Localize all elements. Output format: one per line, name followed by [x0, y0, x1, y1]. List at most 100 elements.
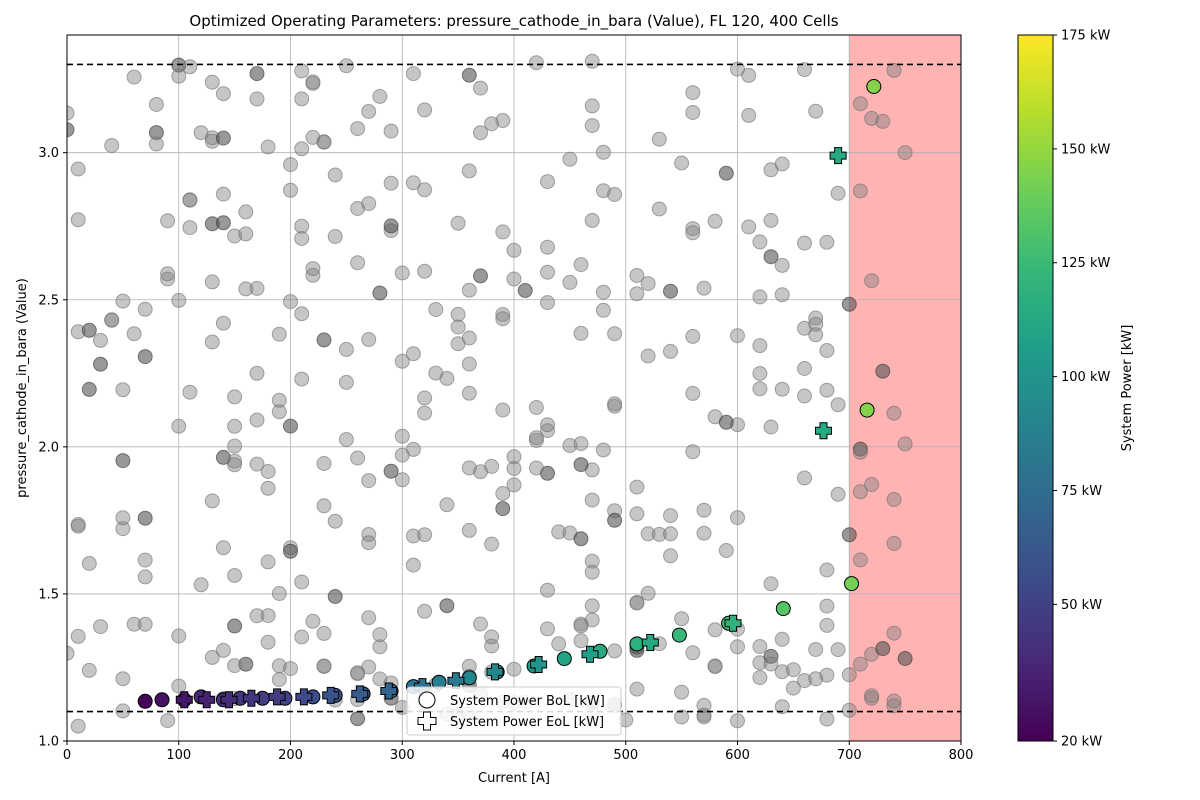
background-point: [897, 651, 913, 666]
background-point: [238, 281, 254, 297]
background-point: [227, 453, 243, 469]
background-point: [361, 473, 377, 489]
background-point: [663, 548, 678, 564]
background-point: [137, 569, 153, 585]
background-point: [93, 332, 108, 348]
background-point: [182, 192, 198, 208]
background-point: [294, 371, 310, 387]
background-point: [584, 492, 600, 508]
background-point: [797, 388, 812, 404]
background-point: [115, 453, 131, 469]
background-point: [752, 655, 768, 671]
background-point: [718, 165, 734, 181]
background-point: [774, 664, 790, 680]
background-point: [305, 613, 321, 629]
background-point: [797, 361, 812, 376]
background-point: [875, 363, 891, 379]
background-point: [405, 528, 421, 544]
background-point: [718, 414, 734, 430]
background-point: [841, 702, 857, 718]
background-point: [171, 68, 187, 84]
background-point: [774, 156, 790, 172]
background-point: [707, 213, 723, 229]
background-points: [67, 53, 913, 734]
x-tick-label: 700: [837, 748, 862, 763]
background-point: [271, 672, 287, 688]
background-point: [215, 540, 231, 556]
background-point: [852, 656, 868, 672]
background-point: [283, 418, 298, 434]
background-point: [394, 472, 410, 488]
background-point: [316, 625, 332, 641]
series-points: [137, 79, 882, 709]
background-point: [417, 182, 433, 198]
background-point: [93, 619, 108, 635]
colorbar-tick-label: 175 kW: [1061, 29, 1110, 44]
background-point: [361, 527, 377, 542]
background-point: [215, 315, 231, 331]
background-point: [450, 319, 466, 335]
x-tick-label: 100: [166, 748, 191, 763]
background-point: [249, 91, 265, 107]
background-point: [417, 603, 433, 619]
background-point: [774, 257, 790, 273]
background-point: [260, 554, 276, 570]
background-point: [752, 381, 768, 397]
background-point: [864, 273, 880, 289]
y-tick-label: 2.5: [38, 293, 59, 308]
background-point: [104, 138, 120, 153]
colorbar-ticks: 20 kW 50 kW 75 kW 100 kW 125 kW 150 kW 175 kW: [1053, 29, 1110, 750]
background-point: [70, 718, 86, 734]
background-point: [305, 261, 321, 277]
background-point: [215, 642, 231, 658]
background-point: [182, 59, 198, 75]
background-point: [372, 285, 388, 301]
y-axis-label: pressure_cathode_in_bara (Value): [15, 278, 30, 498]
eol-point: [322, 686, 340, 704]
background-point: [819, 667, 835, 683]
background-point: [137, 301, 153, 317]
background-point: [663, 508, 678, 524]
y-tick-label: 2.0: [38, 440, 59, 455]
background-point: [67, 645, 75, 661]
background-point: [484, 116, 500, 132]
background-point: [137, 510, 153, 526]
background-point: [160, 271, 176, 287]
background-point: [238, 226, 254, 242]
background-point: [67, 122, 75, 138]
background-point: [93, 356, 108, 372]
background-point: [663, 283, 678, 299]
eol-point: [530, 656, 548, 673]
background-point: [707, 622, 723, 638]
background-point: [405, 66, 421, 82]
y-axis: 1.0 1.5 2.0 2.5 3.0: [38, 146, 67, 750]
background-point: [215, 86, 231, 102]
background-point: [271, 404, 287, 420]
background-point: [808, 642, 824, 657]
background-point: [819, 343, 835, 358]
legend-eol-marker: [417, 711, 437, 731]
background-point: [70, 518, 86, 534]
background-point: [584, 212, 600, 228]
background-point: [819, 598, 835, 614]
background-point: [584, 564, 600, 580]
background-point: [629, 595, 645, 611]
background-point: [696, 502, 712, 518]
background-point: [260, 139, 276, 155]
background-point: [629, 479, 645, 495]
x-tick-label: 300: [390, 748, 415, 763]
background-point: [573, 325, 589, 341]
background-point: [763, 656, 779, 672]
bol-point: [154, 692, 170, 708]
background-point: [227, 618, 243, 634]
background-point: [417, 527, 433, 543]
background-point: [305, 129, 321, 145]
bol-point: [775, 601, 791, 617]
background-point: [215, 130, 231, 146]
background-point: [573, 257, 589, 273]
background-point: [327, 513, 343, 529]
background-point: [148, 125, 164, 141]
background-point: [182, 384, 198, 400]
x-tick-label: 800: [949, 748, 974, 763]
background-point: [283, 157, 298, 173]
